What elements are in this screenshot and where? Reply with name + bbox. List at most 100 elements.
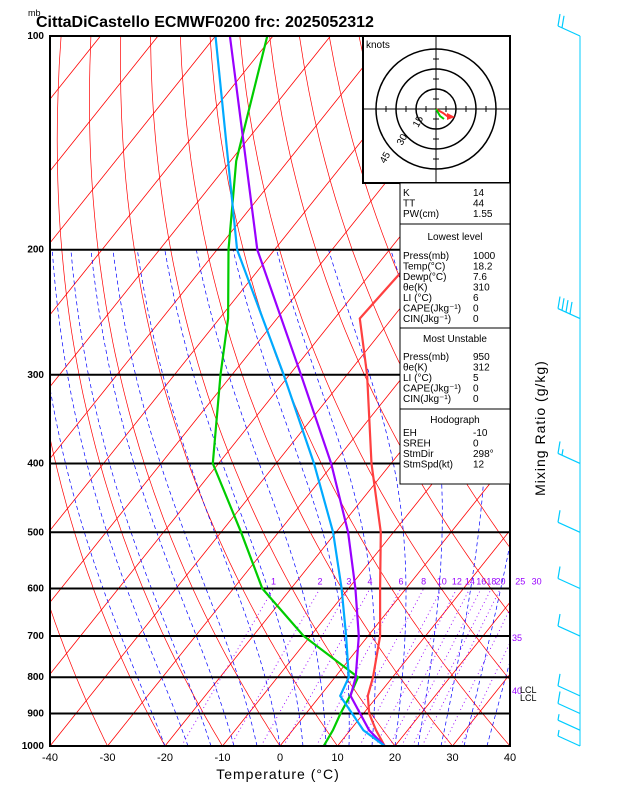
moist-adiabat-line bbox=[136, 249, 281, 746]
isotherm-line bbox=[50, 36, 389, 460]
index-label: LI (°C) bbox=[403, 293, 432, 304]
index-value: 6 bbox=[473, 293, 479, 304]
moist-adiabat-line bbox=[509, 744, 510, 746]
mixing-ratio-label: 30 bbox=[532, 576, 542, 586]
dry-adiabat-line bbox=[120, 36, 338, 746]
series-dewpoint-line bbox=[211, 36, 360, 746]
wind-barb bbox=[557, 510, 581, 533]
barb-flag bbox=[561, 15, 565, 28]
mixing-ratio-label: 25 bbox=[515, 576, 525, 586]
barb-flag bbox=[557, 691, 561, 704]
isotherm-line bbox=[568, 36, 618, 746]
index-value: 950 bbox=[473, 352, 490, 363]
mixing-ratio-label: 4 bbox=[367, 576, 372, 586]
index-label: K bbox=[403, 188, 410, 199]
moist-adiabat-line bbox=[112, 249, 258, 746]
index-value: 298° bbox=[473, 449, 494, 460]
pressure-tick-label: 700 bbox=[27, 631, 44, 642]
barb-flag bbox=[569, 301, 573, 315]
temperature-tick-label: -30 bbox=[100, 752, 116, 764]
index-label: θe(K) bbox=[403, 363, 427, 374]
mixing-ratio-line bbox=[283, 588, 371, 746]
barb-shaft bbox=[557, 685, 581, 697]
index-value: 5 bbox=[473, 373, 479, 384]
index-label: Dewp(°C) bbox=[403, 272, 446, 283]
indices-frame bbox=[399, 182, 511, 485]
y-axis-label-right: Mixing Ratio (g/kg) bbox=[532, 360, 548, 496]
lowest-level-title: Lowest level bbox=[427, 232, 482, 243]
mixing-ratio-line bbox=[411, 588, 492, 746]
barb-flag bbox=[561, 298, 565, 311]
hodo-storm-marker bbox=[447, 113, 455, 120]
dry-adiabat-line bbox=[299, 36, 510, 549]
pressure-tick-label: 1000 bbox=[22, 741, 45, 752]
mixing-ratio-label: 2 bbox=[318, 576, 323, 586]
mixing-ratio-line bbox=[181, 588, 274, 746]
barb-shaft bbox=[557, 625, 581, 637]
mixing-ratio-label: 18 bbox=[486, 576, 496, 586]
pressure-tick-label: 600 bbox=[27, 583, 44, 594]
barb-shaft bbox=[557, 452, 581, 465]
index-label: CIN(Jkg⁻¹) bbox=[403, 314, 451, 325]
moist-adiabat-line bbox=[90, 249, 235, 746]
mixing-ratio-line bbox=[375, 588, 458, 746]
index-label: CIN(Jkg⁻¹) bbox=[403, 394, 451, 405]
index-label: StmDir bbox=[403, 449, 434, 460]
isotherm-line bbox=[509, 745, 510, 746]
mixing-ratio-label: 12 bbox=[452, 576, 462, 586]
dry-adiabat-line bbox=[56, 36, 223, 746]
barb-flag bbox=[565, 300, 569, 313]
pressure-tick-label: 900 bbox=[27, 709, 44, 720]
temperature-tick-label: 20 bbox=[389, 752, 401, 764]
index-label: CAPE(Jkg⁻¹) bbox=[403, 384, 461, 395]
index-value: -10 bbox=[473, 428, 488, 439]
barb-shaft bbox=[557, 702, 581, 715]
pressure-tick-label: 400 bbox=[27, 458, 44, 469]
barb-flag bbox=[557, 13, 561, 27]
temperature-tick-label: -10 bbox=[215, 752, 231, 764]
pressure-unit: mb bbox=[28, 8, 41, 18]
moist-adiabat-line bbox=[232, 249, 350, 746]
index-label: TT bbox=[403, 199, 415, 210]
isotherm-line bbox=[279, 457, 510, 746]
dry-adiabat-line bbox=[50, 436, 166, 746]
hodograph-title: Hodograph bbox=[430, 415, 479, 426]
moist-adiabat-line bbox=[390, 249, 443, 746]
wind-barb bbox=[557, 691, 581, 715]
mixing-ratio-label: 14 bbox=[465, 576, 475, 586]
temperature-tick-label: 0 bbox=[277, 752, 283, 764]
chart-title: CittaDiCastello ECMWF0200 frc: 202505231… bbox=[36, 14, 374, 31]
mixing-ratio-label: 10 bbox=[437, 576, 447, 586]
isotherm-line bbox=[50, 36, 159, 172]
isotherm-line bbox=[337, 529, 510, 746]
dry-adiabat-line bbox=[269, 36, 510, 615]
hodo-trace-lower bbox=[435, 108, 445, 120]
mixing-ratio-line bbox=[389, 588, 471, 746]
moist-adiabat-line bbox=[486, 659, 510, 746]
mixing-ratio-label: 1 bbox=[271, 576, 276, 586]
moist-adiabat-line bbox=[51, 249, 189, 746]
mixing-ratio-label: 20 bbox=[496, 576, 506, 586]
index-value: 0 bbox=[473, 394, 479, 405]
pressure-tick-label: 200 bbox=[27, 245, 44, 256]
index-value: 310 bbox=[473, 283, 490, 294]
temperature-tick-label: -20 bbox=[157, 752, 173, 764]
index-label: Press(mb) bbox=[403, 352, 449, 363]
isotherm-line bbox=[107, 242, 510, 746]
barb-flag bbox=[557, 673, 561, 686]
moist-adiabat-line bbox=[195, 249, 327, 746]
barb-flag bbox=[557, 296, 561, 309]
pressure-tick-label: 300 bbox=[27, 370, 44, 381]
moist-adiabat-line bbox=[328, 249, 407, 746]
hodo-ring-label-15: 15 bbox=[411, 114, 426, 130]
dry-adiabat-line bbox=[597, 36, 618, 746]
dry-adiabat-line bbox=[507, 36, 510, 43]
wind-barb bbox=[557, 441, 581, 465]
moist-adiabat-line bbox=[70, 249, 212, 746]
mixing-ratio-line bbox=[315, 588, 402, 746]
mixing-ratio-label: 6 bbox=[398, 576, 403, 586]
barb-shaft bbox=[557, 307, 581, 320]
mixing-ratio-line bbox=[230, 588, 321, 746]
